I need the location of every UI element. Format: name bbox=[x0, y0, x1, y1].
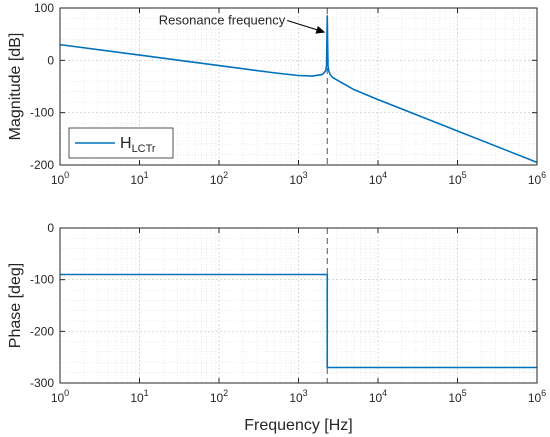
ph-x-tick-exponent: 1 bbox=[144, 388, 149, 398]
mag-y-tick-label: -100 bbox=[30, 106, 54, 120]
mag-y-tick-label: 100 bbox=[34, 1, 54, 15]
mag-x-tick-exponent: 3 bbox=[303, 170, 308, 180]
mag-x-tick-exponent: 6 bbox=[541, 170, 546, 180]
mag-x-tick-base: 10 bbox=[289, 173, 303, 187]
mag-x-tick-base: 10 bbox=[130, 173, 144, 187]
ph-x-tick-label: 106 bbox=[528, 388, 546, 405]
ph-x-tick-base: 10 bbox=[130, 391, 144, 405]
ph-x-tick-label: 105 bbox=[448, 388, 466, 405]
mag-x-tick-label: 101 bbox=[130, 170, 148, 187]
mag-x-tick-label: 105 bbox=[448, 170, 466, 187]
ph-x-tick-label: 103 bbox=[289, 388, 307, 405]
mag-x-tick-label: 102 bbox=[210, 170, 228, 187]
mag-x-tick-label: 104 bbox=[369, 170, 387, 187]
ph-y-tick-label: -200 bbox=[30, 324, 54, 338]
mag-x-tick-base: 10 bbox=[448, 173, 462, 187]
ph-x-tick-label: 100 bbox=[51, 388, 69, 405]
ph-x-tick-label: 104 bbox=[369, 388, 387, 405]
ph-x-tick-base: 10 bbox=[448, 391, 462, 405]
legend-entry-subscript: LCTr bbox=[132, 143, 156, 155]
resonance-annotation-label: Resonance frequency bbox=[159, 12, 286, 27]
ph-x-tick-base: 10 bbox=[528, 391, 542, 405]
mag-x-tick-label: 103 bbox=[289, 170, 307, 187]
legend: HLCTr bbox=[68, 127, 174, 159]
ph-y-tick-label: 0 bbox=[47, 221, 54, 235]
mag-x-tick-exponent: 4 bbox=[382, 170, 387, 180]
mag-x-tick-exponent: 5 bbox=[462, 170, 467, 180]
ph-x-tick-base: 10 bbox=[289, 391, 303, 405]
phase-x-axis-label: Frequency [Hz] bbox=[244, 417, 352, 434]
mag-x-tick-exponent: 1 bbox=[144, 170, 149, 180]
magnitude-y-axis-label: Magnitude [dB] bbox=[7, 33, 24, 141]
resonance-annotation-arrow bbox=[287, 19, 320, 31]
ph-x-tick-exponent: 3 bbox=[303, 388, 308, 398]
ph-x-tick-exponent: 2 bbox=[223, 388, 228, 398]
ph-y-tick-label: -100 bbox=[30, 273, 54, 287]
mag-x-tick-base: 10 bbox=[528, 173, 542, 187]
mag-x-tick-base: 10 bbox=[51, 173, 65, 187]
mag-x-tick-exponent: 0 bbox=[64, 170, 69, 180]
ph-series-line bbox=[60, 273, 537, 369]
mag-series-line bbox=[59, 15, 538, 164]
phase-series bbox=[60, 273, 537, 369]
ph-x-tick-exponent: 5 bbox=[462, 388, 467, 398]
mag-x-tick-base: 10 bbox=[210, 173, 224, 187]
mag-x-tick-base: 10 bbox=[369, 173, 383, 187]
ph-x-tick-base: 10 bbox=[210, 391, 224, 405]
ph-x-tick-base: 10 bbox=[369, 391, 383, 405]
ph-x-tick-label: 101 bbox=[130, 388, 148, 405]
mag-x-tick-label: 100 bbox=[51, 170, 69, 187]
legend-entry-main: H bbox=[120, 135, 132, 152]
ph-x-tick-exponent: 6 bbox=[541, 388, 546, 398]
phase-y-axis-label: Phase [deg] bbox=[7, 263, 24, 348]
ph-x-tick-exponent: 0 bbox=[64, 388, 69, 398]
mag-y-tick-label: -200 bbox=[30, 158, 54, 172]
ph-x-tick-exponent: 4 bbox=[382, 388, 387, 398]
magnitude-series bbox=[59, 15, 538, 164]
resonance-annotation: Resonance frequency bbox=[159, 12, 326, 34]
ph-x-tick-base: 10 bbox=[51, 391, 65, 405]
mag-x-tick-exponent: 2 bbox=[223, 170, 228, 180]
mag-y-tick-label: 0 bbox=[47, 53, 54, 67]
mag-x-tick-label: 106 bbox=[528, 170, 546, 187]
ph-y-tick-label: -300 bbox=[30, 376, 54, 390]
resonance-annotation-arrowhead bbox=[315, 25, 326, 34]
legend-entry-label: HLCTr bbox=[120, 135, 156, 155]
ph-x-tick-label: 102 bbox=[210, 388, 228, 405]
